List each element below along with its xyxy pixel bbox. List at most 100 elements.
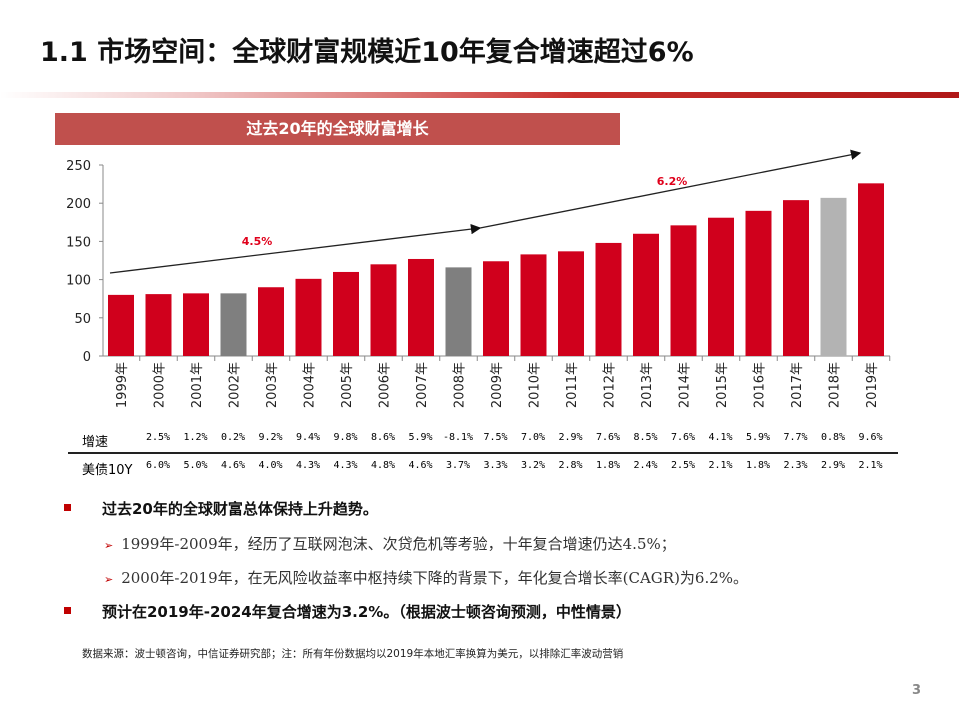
chart-title: 过去20年的全球财富增长 bbox=[55, 113, 620, 145]
y-tick-label: 250 bbox=[66, 159, 91, 174]
row-label: 增速 bbox=[82, 435, 109, 450]
x-tick-label: 2007年 bbox=[415, 362, 430, 408]
table-cell: 8.6% bbox=[370, 432, 396, 443]
table-cell: 4.0% bbox=[258, 460, 283, 471]
table-cell: 7.7% bbox=[783, 432, 808, 443]
bar-2000年 bbox=[145, 294, 172, 356]
table-cell: 4.1% bbox=[708, 432, 733, 443]
bar-2017年 bbox=[783, 200, 809, 356]
table-cell: 2.9% bbox=[558, 432, 583, 443]
bar-1999年 bbox=[108, 294, 134, 356]
table-cell: 7.6% bbox=[670, 432, 696, 443]
table-cell: 4.8% bbox=[370, 460, 396, 471]
page-number: 3 bbox=[912, 683, 922, 698]
table-cell: 7.6% bbox=[595, 432, 621, 443]
bar-2018年 bbox=[820, 197, 847, 356]
x-tick-label: 2019年 bbox=[865, 362, 880, 408]
bar-2005年 bbox=[333, 271, 359, 356]
bullet-1: 过去20年的全球财富总体保持上升趋势。 bbox=[64, 498, 378, 519]
bar-2006年 bbox=[370, 264, 397, 356]
title-divider bbox=[0, 92, 959, 98]
bullet-2: 预计在2019年-2024年复合增速为3.2%。（根据波士顿咨询预测，中性情景） bbox=[64, 601, 631, 622]
trend-arrow-2009-2019 bbox=[479, 149, 862, 229]
sub-bullet: ➢ 1999年-2009年，经历了互联网泡沫、次贷危机等考验，十年复合增速仍达4.… bbox=[104, 535, 676, 553]
bar-2010年 bbox=[520, 254, 547, 356]
table-cell: 2.9% bbox=[820, 460, 846, 471]
x-tick-label: 2014年 bbox=[678, 362, 693, 408]
x-tick-label: 1999年 bbox=[115, 362, 130, 408]
table-cell: 1.2% bbox=[183, 432, 208, 443]
row-label: 美债10Y bbox=[82, 463, 133, 478]
table-cell: 7.0% bbox=[520, 432, 546, 443]
bar-2014年 bbox=[670, 225, 697, 356]
table-cell: 8.5% bbox=[633, 432, 658, 443]
y-tick-label: 100 bbox=[66, 274, 91, 289]
table-divider bbox=[68, 452, 898, 454]
source-note: 数据来源：波士顿咨询，中信证券研究部；注：所有年份数据均以2019年本地汇率换算… bbox=[82, 648, 624, 660]
table-cell: 0.8% bbox=[820, 432, 846, 443]
table-cell: -8.1% bbox=[442, 432, 474, 443]
table-cell: 5.0% bbox=[183, 460, 208, 471]
x-tick-label: 2005年 bbox=[340, 362, 355, 408]
bar-2019年 bbox=[858, 183, 884, 356]
table-cell: 1.8% bbox=[745, 460, 771, 471]
arrow-bullet-icon: ➢ bbox=[104, 539, 114, 552]
x-tick-label: 2017年 bbox=[790, 362, 805, 408]
arrow-bullet-icon: ➢ bbox=[104, 573, 114, 586]
x-tick-label: 2009年 bbox=[490, 362, 505, 408]
bar-2016年 bbox=[745, 210, 772, 356]
x-tick-label: 2000年 bbox=[153, 362, 168, 408]
y-tick-label: 50 bbox=[74, 312, 91, 327]
table-cell: 2.4% bbox=[633, 460, 658, 471]
x-tick-label: 2018年 bbox=[828, 362, 843, 408]
x-tick-label: 2011年 bbox=[565, 362, 580, 408]
table-cell: 2.5% bbox=[145, 432, 171, 443]
table-cell: 4.3% bbox=[295, 460, 321, 471]
table-cell: 9.4% bbox=[295, 432, 321, 443]
table-cell: 2.1% bbox=[858, 460, 883, 471]
x-tick-label: 2015年 bbox=[715, 362, 730, 408]
bar-2009年 bbox=[483, 261, 509, 356]
x-tick-label: 2006年 bbox=[378, 362, 393, 408]
bar-2015年 bbox=[708, 217, 734, 356]
x-tick-label: 2008年 bbox=[453, 362, 468, 408]
bar-2001年 bbox=[183, 293, 209, 356]
bar-2007年 bbox=[408, 258, 434, 356]
wealth-bar-chart: 0 50 100 150 200 250 1999年 2000年 2001年 2002年 2003年… bbox=[66, 149, 891, 408]
bar-2002年 bbox=[220, 293, 247, 356]
square-bullet-icon bbox=[64, 607, 71, 614]
table-cell: 9.6% bbox=[858, 432, 883, 443]
table-cell: 4.6% bbox=[408, 460, 433, 471]
table-cell: 6.0% bbox=[145, 460, 171, 471]
table-cell: 5.9% bbox=[745, 432, 771, 443]
table-cell: 7.5% bbox=[483, 432, 508, 443]
table-cell: 2.3% bbox=[783, 460, 808, 471]
bar-2004年 bbox=[295, 278, 322, 356]
x-tick-label: 2013年 bbox=[640, 362, 655, 408]
square-bullet-icon bbox=[64, 504, 71, 511]
slide-title: 1.1 市场空间：全球财富规模近10年复合增速超过6% bbox=[40, 37, 694, 68]
trend-arrow-1999-2009 bbox=[109, 223, 482, 274]
bar-2008年 bbox=[445, 267, 472, 356]
table-cell: 4.3% bbox=[333, 460, 358, 471]
cagr-label: 4.5% bbox=[242, 235, 273, 248]
table-cell: 1.8% bbox=[595, 460, 621, 471]
table-cell: 2.5% bbox=[670, 460, 696, 471]
x-tick-label: 2002年 bbox=[228, 362, 243, 408]
table-cell: 9.8% bbox=[333, 432, 358, 443]
bar-2011年 bbox=[558, 251, 584, 356]
cagr-label: 6.2% bbox=[657, 175, 688, 188]
bar-2003年 bbox=[258, 287, 284, 356]
y-tick-label: 200 bbox=[66, 197, 91, 212]
table-cell: 4.6% bbox=[220, 460, 246, 471]
x-tick-label: 2016年 bbox=[753, 362, 768, 408]
table-cell: 5.9% bbox=[408, 432, 433, 443]
bar-2012年 bbox=[595, 242, 622, 356]
x-tick-label: 2003年 bbox=[265, 362, 280, 408]
table-cell: 2.8% bbox=[558, 460, 583, 471]
table-cell: 3.7% bbox=[445, 460, 471, 471]
table-cell: 2.1% bbox=[708, 460, 733, 471]
table-cell: 9.2% bbox=[258, 432, 283, 443]
x-tick-label: 2010年 bbox=[528, 362, 543, 408]
